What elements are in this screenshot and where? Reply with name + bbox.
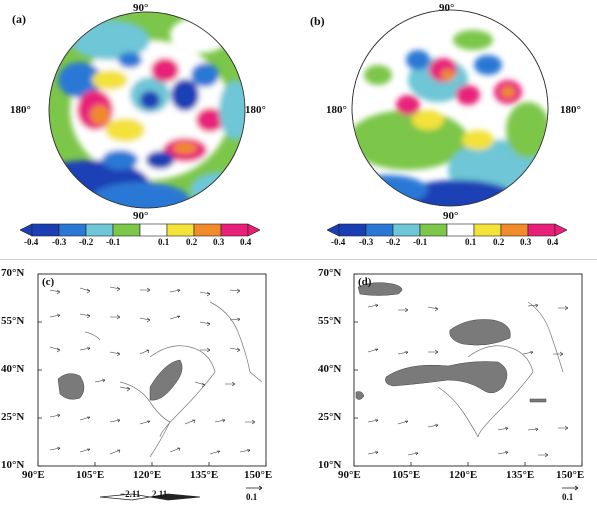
panel-b: (b) 90° 180° 180° 90°	[298, 0, 597, 255]
x-tick: 90°E	[338, 469, 361, 481]
polar-map-b	[351, 9, 549, 207]
colorbar-tick: -0.4	[331, 237, 346, 247]
colorbar-right-svg	[326, 223, 568, 237]
panel-b-label: (b)	[310, 14, 325, 28]
y-tick: 55°N	[318, 315, 342, 327]
colorbar-right-ticks: -0.4 -0.3 -0.2 -0.1 0.1 0.2 0.3 0.4	[327, 237, 567, 251]
y-tick: 25°N	[318, 411, 342, 423]
x-tick: 120°E	[133, 469, 162, 481]
vector-map-d	[353, 273, 583, 491]
colorbar-tick: -0.3	[52, 237, 67, 247]
x-tick: 120°E	[449, 469, 478, 481]
x-tick: 135°E	[190, 469, 219, 481]
panel-b-bottom-lon: 90°	[443, 210, 459, 222]
x-tick: 150°E	[556, 469, 585, 481]
x-tick: 105°E	[392, 469, 421, 481]
y-tick: 10°N	[318, 459, 342, 471]
y-tick: 70°N	[318, 267, 342, 279]
y-tick: 70°N	[1, 267, 25, 279]
panel-b-left-lon: 180°	[326, 104, 347, 116]
colorbar-right: -0.4 -0.3 -0.2 -0.1 0.1 0.2 0.3 0.4	[326, 223, 568, 253]
panel-b-right-lon: 180°	[560, 104, 581, 116]
panel-c: (c) 70°N 55°N 40°N 25°N 10°N 90°E 105°E …	[0, 262, 298, 508]
panel-a-top-lon: 90°	[133, 2, 149, 14]
y-tick: 10°N	[1, 459, 25, 471]
colorbar-tick: 0.4	[240, 237, 252, 247]
colorbar-tick: -0.3	[359, 237, 374, 247]
y-tick: 40°N	[318, 363, 342, 375]
scale-right-label: 2.11	[152, 489, 168, 499]
panel-b-top-lon: 90°	[439, 2, 455, 14]
colorbar-tick: 0.3	[213, 237, 225, 247]
panel-c-label: (c)	[42, 276, 55, 288]
panel-a: (a) 90° 180° 180° 90°	[0, 0, 298, 255]
panel-a-right-lon: 180°	[245, 104, 266, 116]
colorbar-tick: 0.1	[465, 237, 477, 247]
colorbar-tick: -0.1	[106, 237, 121, 247]
colorbar-tick: 0.3	[520, 237, 532, 247]
colorbar-left-svg	[19, 223, 261, 237]
y-tick: 55°N	[1, 315, 25, 327]
panel-a-left-lon: 180°	[10, 104, 31, 116]
polar-map-a	[48, 11, 246, 209]
colorbar-left: -0.4 -0.3 -0.2 -0.1 0.1 0.2 0.3 0.4	[19, 223, 261, 253]
colorbar-tick: -0.1	[413, 237, 428, 247]
x-tick: 135°E	[506, 469, 535, 481]
colorbar-tick: 0.2	[493, 237, 505, 247]
panel-a-label: (a)	[12, 12, 26, 26]
colorbar-tick: 0.4	[547, 237, 559, 247]
colorbar-tick: -0.2	[79, 237, 94, 247]
x-tick: 90°E	[22, 469, 45, 481]
colorbar-tick: 0.1	[158, 237, 170, 247]
ref-vector-label: 0.1	[246, 492, 258, 502]
panel-d: (d) 70°N 55°N 40°N 25°N 10°N 90°E 105°E …	[298, 262, 597, 508]
section-divider	[0, 259, 597, 260]
x-tick: 150°E	[244, 469, 273, 481]
scale-left-label: −2.11	[120, 489, 141, 499]
colorbar-tick: -0.4	[24, 237, 39, 247]
y-tick: 25°N	[1, 411, 25, 423]
colorbar-tick: -0.2	[386, 237, 401, 247]
panel-a-bottom-lon: 90°	[133, 210, 149, 222]
panel-d-label: (d)	[358, 276, 372, 288]
colorbar-left-ticks: -0.4 -0.3 -0.2 -0.1 0.1 0.2 0.3 0.4	[20, 237, 260, 251]
vector-map-c	[37, 273, 267, 501]
colorbar-tick: 0.2	[186, 237, 198, 247]
ref-vector-label: 0.1	[562, 492, 574, 502]
x-tick: 105°E	[76, 469, 105, 481]
y-tick: 40°N	[1, 363, 25, 375]
